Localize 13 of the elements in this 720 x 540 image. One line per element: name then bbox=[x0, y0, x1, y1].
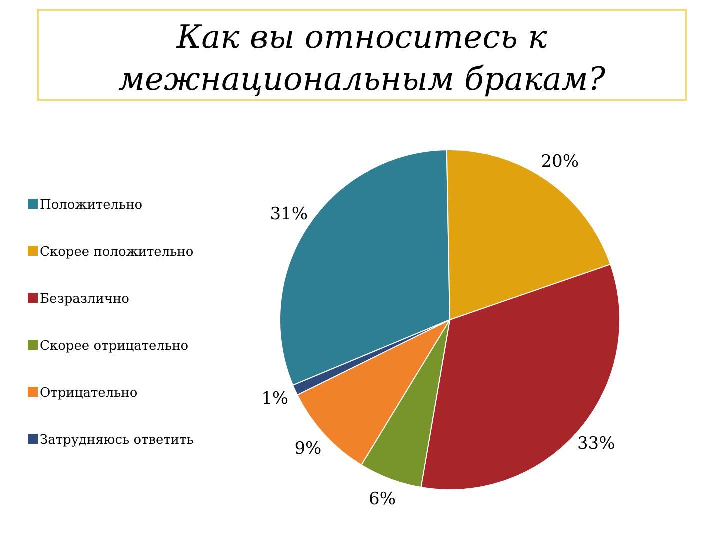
data-label: 9% bbox=[294, 439, 322, 460]
legend-label: Отрицательно bbox=[40, 386, 138, 401]
data-label: 6% bbox=[369, 489, 396, 510]
data-label: 33% bbox=[577, 434, 616, 454]
legend-label: Положительно bbox=[40, 198, 143, 213]
legend-label: Безразлично bbox=[40, 292, 130, 307]
data-label: 20% bbox=[541, 152, 579, 172]
legend-label: Затрудняюсь ответить bbox=[40, 433, 194, 448]
data-label: 31% bbox=[270, 204, 308, 224]
data-label: 1% bbox=[262, 388, 289, 409]
chart-title: Как вы относитесь к межнациональным бракам? bbox=[118, 18, 606, 98]
legend-label: Скорее положительно bbox=[40, 245, 194, 260]
legend-label: Скорее отрицательно bbox=[40, 339, 189, 354]
